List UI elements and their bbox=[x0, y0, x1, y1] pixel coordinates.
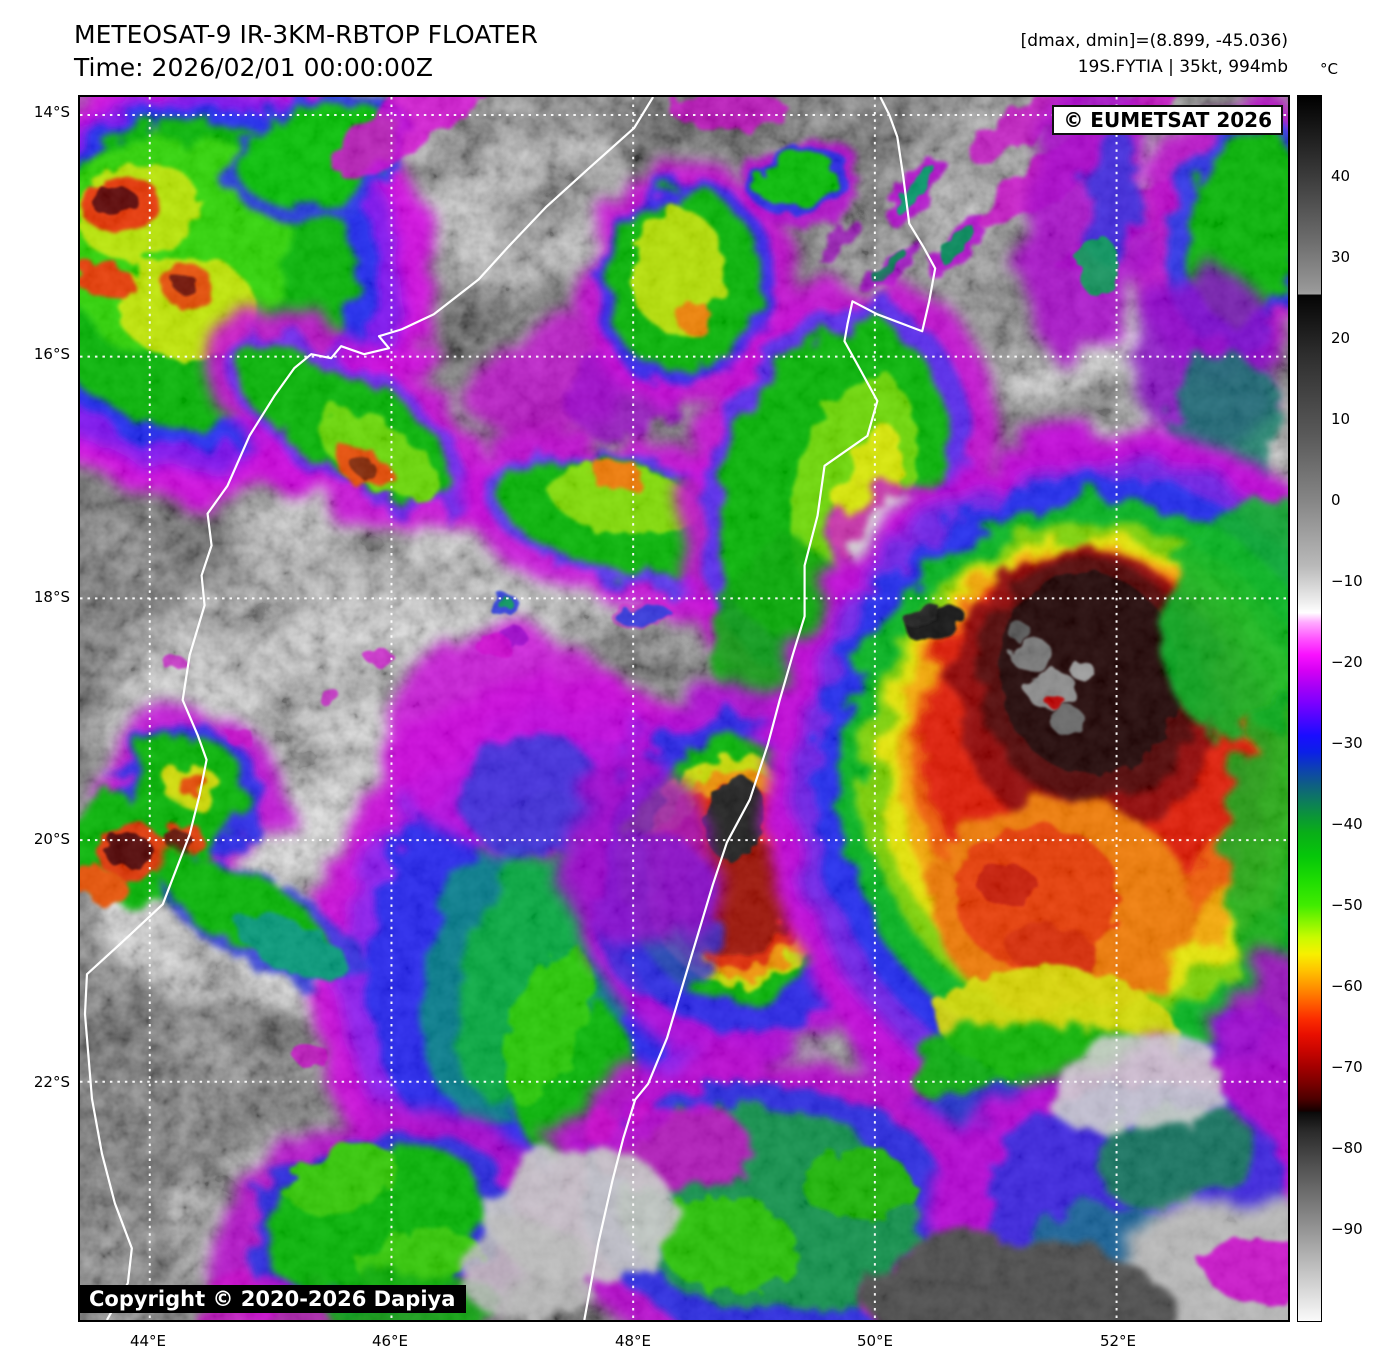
colorbar-tick-label: −40 bbox=[1331, 814, 1363, 833]
meta-block: [dmax, dmin]=(8.899, -45.036) 19S.FYTIA … bbox=[1021, 28, 1288, 80]
colorbar-tick-label: −20 bbox=[1331, 652, 1363, 671]
lon-tick-label: 44°E bbox=[129, 1332, 167, 1350]
colorbar-tick-label: −70 bbox=[1331, 1057, 1363, 1076]
coastline-madagascar-west bbox=[83, 97, 655, 1320]
colorbar-tick-label: 30 bbox=[1331, 247, 1351, 266]
dmax-dmin-readout: [dmax, dmin]=(8.899, -45.036) bbox=[1020, 31, 1288, 51]
colorbar-tick-label: −80 bbox=[1331, 1138, 1363, 1157]
lat-tick-label: 20°S bbox=[33, 830, 70, 848]
eumetsat-copyright-badge: © EUMETSAT 2026 bbox=[1052, 105, 1283, 135]
colorbar-tick-label: 0 bbox=[1331, 490, 1341, 509]
lon-tick-label: 52°E bbox=[1099, 1332, 1137, 1350]
timestamp: Time: 2026/02/01 00:00:00Z bbox=[74, 53, 433, 82]
title-block: METEOSAT-9 IR-3KM-RBTOP FLOATER Time: 20… bbox=[74, 18, 538, 84]
lat-tick-label: 18°S bbox=[33, 588, 70, 606]
colorbar-tick-label: 40 bbox=[1331, 166, 1351, 185]
colorbar-tick-label: −60 bbox=[1331, 976, 1363, 995]
graticule-layer bbox=[80, 97, 1288, 1320]
colorbar-tick-label: 20 bbox=[1331, 328, 1351, 347]
coastline-madagascar-east bbox=[583, 97, 937, 1320]
lon-tick-label: 50°E bbox=[856, 1332, 894, 1350]
page-title: METEOSAT-9 IR-3KM-RBTOP FLOATER bbox=[74, 20, 538, 49]
colorbar-unit-label: °C bbox=[1320, 60, 1338, 78]
storm-id-readout: 19S.FYTIA | 35kt, 994mb bbox=[1077, 57, 1288, 77]
colorbar-tick-label: −30 bbox=[1331, 733, 1363, 752]
satellite-map: © EUMETSAT 2026 Copyright © 2020-2026 Da… bbox=[78, 95, 1290, 1322]
lat-tick-label: 14°S bbox=[33, 103, 70, 121]
colorbar-tick-label: −50 bbox=[1331, 895, 1363, 914]
dapiya-copyright-badge: Copyright © 2020-2026 Dapiya bbox=[78, 1285, 467, 1313]
lon-tick-label: 46°E bbox=[371, 1332, 409, 1350]
colorbar-tick-label: −10 bbox=[1331, 571, 1363, 590]
colorbar-tick-label: −90 bbox=[1331, 1219, 1363, 1238]
satellite-scene bbox=[80, 97, 1288, 1320]
lon-tick-label: 48°E bbox=[614, 1332, 652, 1350]
noise-overlay-top bbox=[80, 97, 1288, 1320]
lat-tick-label: 16°S bbox=[33, 345, 70, 363]
colorbar-tick-label: 10 bbox=[1331, 409, 1351, 428]
temperature-colorbar bbox=[1297, 95, 1322, 1322]
lat-tick-label: 22°S bbox=[33, 1073, 70, 1091]
